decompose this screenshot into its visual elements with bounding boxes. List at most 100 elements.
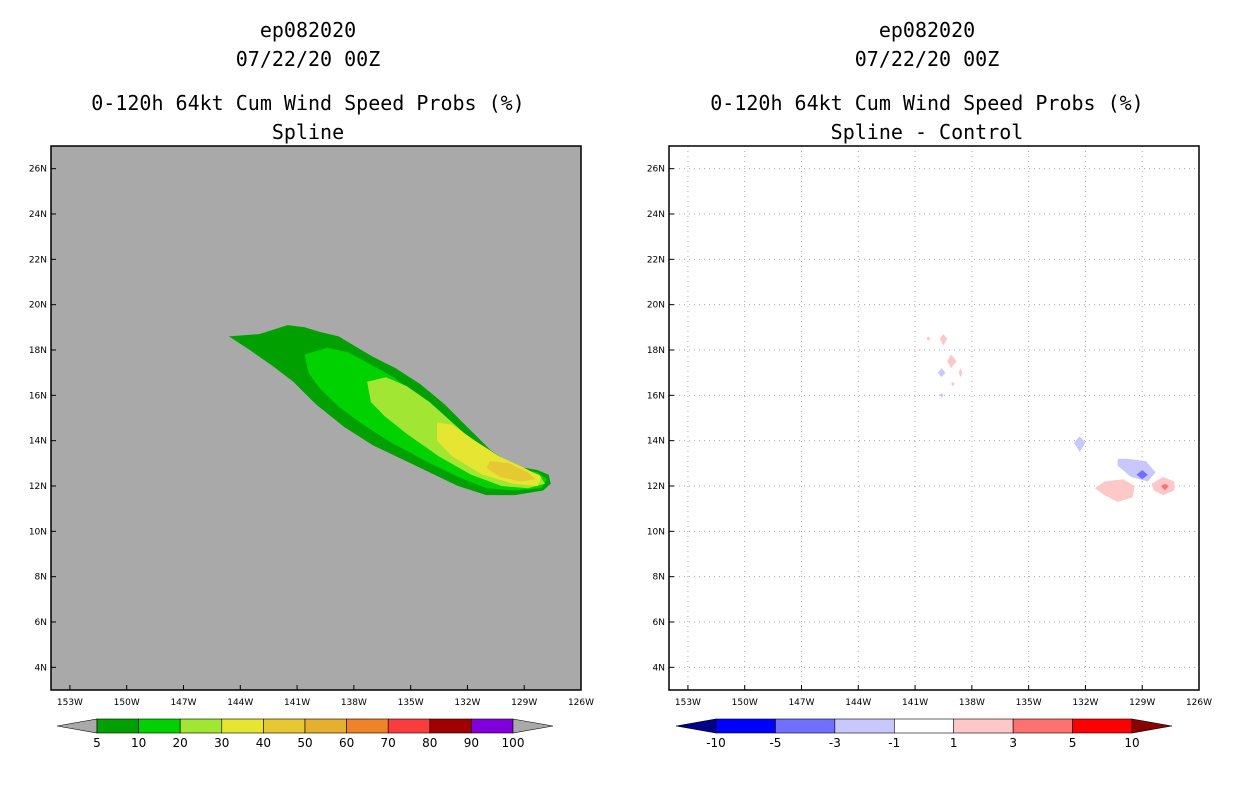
y-tick-label: 14N <box>29 437 47 447</box>
colorbar-low-arrow <box>675 718 717 734</box>
colorbar-swatch <box>1072 718 1133 734</box>
x-tick-label: 138W <box>959 698 985 708</box>
right-chart-subtitle: Spline - Control <box>830 120 1024 144</box>
left-chart-subtitle: Spline <box>271 120 345 144</box>
colorbar-swatch <box>263 718 306 734</box>
colorbar-low-arrow <box>56 718 98 734</box>
contour-level-3 <box>947 354 957 369</box>
x-tick-label: 147W <box>170 698 196 708</box>
y-tick-label: 6N <box>653 618 665 628</box>
y-tick-label: 20N <box>647 301 665 311</box>
colorbar-label: -1 <box>888 736 900 750</box>
y-tick-label: 26N <box>29 165 47 175</box>
colorbar-swatch <box>953 718 1014 734</box>
colorbar-label: 60 <box>339 736 354 750</box>
y-tick-label: 10N <box>29 527 47 537</box>
colorbar-label: 10 <box>1124 736 1139 750</box>
x-tick-label: 126W <box>1186 698 1212 708</box>
colorbar-swatch <box>715 718 776 734</box>
y-tick-label: 8N <box>35 573 47 583</box>
plot-frame <box>668 145 1200 691</box>
colorbar-label: 100 <box>502 736 525 750</box>
right-date: 07/22/20 00Z <box>854 47 1000 71</box>
colorbar-label: 20 <box>173 736 188 750</box>
y-tick-label: 22N <box>29 255 47 265</box>
x-tick-label: 135W <box>1016 698 1042 708</box>
x-tick-label: 132W <box>1072 698 1098 708</box>
y-tick-label: 6N <box>35 618 47 628</box>
colorbar-swatch <box>893 718 955 734</box>
colorbar-swatch <box>429 718 472 734</box>
x-tick-label: 150W <box>114 698 140 708</box>
x-tick-label: 132W <box>454 698 480 708</box>
colorbar-label: 10 <box>131 736 146 750</box>
colorbar-label: 5 <box>93 736 101 750</box>
colorbar-label: 90 <box>464 736 479 750</box>
colorbar-label: 40 <box>256 736 271 750</box>
x-tick-label: 144W <box>227 698 253 708</box>
contour-level--5 <box>1136 470 1148 480</box>
y-tick-label: 18N <box>647 346 665 356</box>
y-tick-label: 16N <box>647 391 665 401</box>
panel-0: 153W 150W 147W 144W 141W 138W 135W 132W 129W 126W… <box>29 145 594 750</box>
contour-level-5 <box>1161 483 1169 491</box>
y-tick-label: 26N <box>647 165 665 175</box>
colorbar-label: 70 <box>381 736 396 750</box>
y-tick-label: 24N <box>647 210 665 220</box>
x-tick-label: 150W <box>732 698 758 708</box>
y-tick-label: 12N <box>647 482 665 492</box>
colorbar-label: 50 <box>297 736 312 750</box>
x-tick-label: 153W <box>57 698 83 708</box>
x-tick-label: 147W <box>788 698 814 708</box>
x-tick-label: 141W <box>284 698 310 708</box>
x-tick-label: 144W <box>845 698 871 708</box>
colorbar-swatch <box>346 718 389 734</box>
y-tick-label: 24N <box>29 210 47 220</box>
right-storm-id: ep082020 <box>878 18 976 42</box>
colorbar-swatch <box>775 718 836 734</box>
colorbar-label: 30 <box>214 736 229 750</box>
contour-level--3 <box>1074 436 1086 452</box>
colorbar-high-arrow <box>512 718 554 734</box>
panel-1: 153W 150W 147W 144W 141W 138W 135W 132W 129W 126W… <box>647 145 1212 750</box>
y-tick-label: 4N <box>653 663 665 673</box>
contour-level-1 <box>958 368 963 378</box>
contour-level--1 <box>939 393 944 398</box>
x-tick-label: 129W <box>511 698 537 708</box>
left-date: 07/22/20 00Z <box>235 47 381 71</box>
y-tick-label: 4N <box>35 663 47 673</box>
y-tick-label: 22N <box>647 255 665 265</box>
y-tick-label: 10N <box>647 527 665 537</box>
left-chart-title: 0-120h 64kt Cum Wind Speed Probs (%) <box>91 91 525 115</box>
colorbar-label: -10 <box>706 736 726 750</box>
plot-frame <box>50 145 582 691</box>
colorbar-swatch <box>471 718 514 734</box>
x-tick-label: 138W <box>341 698 367 708</box>
colorbar-label: 1 <box>950 736 958 750</box>
contour-level-1 <box>926 336 931 341</box>
colorbar-swatch <box>138 718 181 734</box>
colorbar-swatch <box>221 718 264 734</box>
x-tick-label: 126W <box>568 698 594 708</box>
colorbar-high-arrow <box>1131 718 1173 734</box>
x-tick-label: 129W <box>1129 698 1155 708</box>
x-tick-label: 141W <box>902 698 928 708</box>
colorbar: -10 -5 -3 -1 1 3 5 10 <box>675 718 1173 750</box>
y-tick-label: 8N <box>653 573 665 583</box>
left-storm-id: ep082020 <box>259 18 357 42</box>
colorbar-label: 3 <box>1009 736 1017 750</box>
contour-level--3 <box>937 368 946 378</box>
colorbar-swatch <box>179 718 223 734</box>
right-chart-title: 0-120h 64kt Cum Wind Speed Probs (%) <box>710 91 1144 115</box>
contour-level-3 <box>939 334 948 346</box>
colorbar-swatch <box>96 718 139 734</box>
colorbar-label: -3 <box>829 736 841 750</box>
y-tick-label: 16N <box>29 391 47 401</box>
y-tick-label: 20N <box>29 301 47 311</box>
y-tick-label: 12N <box>29 482 47 492</box>
contour-level-3 <box>1094 479 1135 502</box>
colorbar-swatch <box>1012 718 1073 734</box>
colorbar-swatch <box>834 718 895 734</box>
y-tick-label: 18N <box>29 346 47 356</box>
